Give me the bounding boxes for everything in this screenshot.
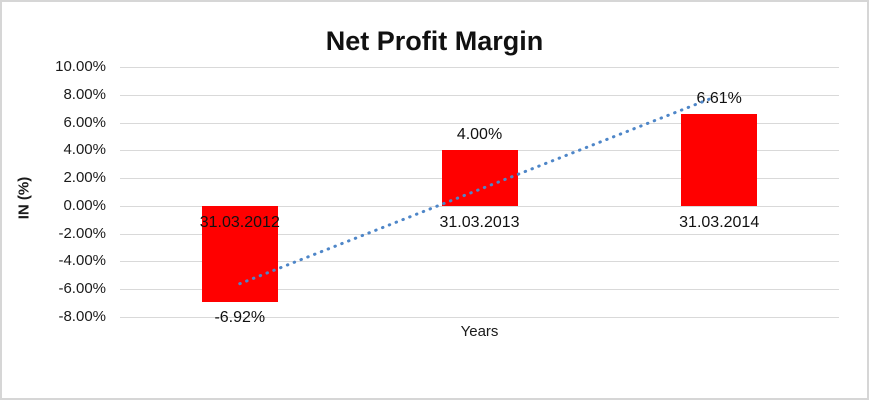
gridline (120, 94, 839, 96)
x-axis-title: Years (460, 323, 499, 340)
chart-title: Net Profit Margin (325, 26, 544, 56)
y-axis-tick-label: 2.00% (63, 169, 106, 187)
gridline (120, 205, 839, 207)
gridline (120, 233, 839, 235)
trendline-segment (238, 96, 715, 286)
gridline (120, 67, 839, 68)
y-axis-tick-label: 0.00% (63, 196, 106, 214)
y-axis-tick-label: 8.00% (63, 85, 106, 103)
bar-31.03.2014 (681, 114, 758, 206)
x-axis-category-label: 31.03.2013 (439, 213, 520, 231)
x-axis-category-label: 31.03.2012 (199, 213, 280, 231)
gridline (120, 317, 839, 318)
data-label: 6.61% (696, 90, 742, 108)
y-axis-tick-label: -8.00% (58, 308, 106, 325)
y-axis-tick-label: 10.00% (55, 58, 106, 75)
bar-31.03.2012 (201, 205, 278, 302)
data-label: -6.92% (214, 309, 266, 326)
y-axis-tick-label: -4.00% (58, 252, 106, 270)
gridline (120, 122, 839, 124)
plot-area: 31.03.2012 -6.92% 31.03.2013 4.00% 31.03.201… (120, 67, 839, 326)
data-label: 4.00% (456, 126, 503, 144)
y-axis-tick-label: -6.00% (58, 280, 106, 298)
y-axis-tick-label: 4.00% (63, 141, 106, 159)
x-axis-category-label: 31.03.2014 (679, 213, 760, 231)
gridline (120, 261, 839, 263)
trendline (238, 96, 715, 286)
y-axis-tick-label: -2.00% (58, 224, 106, 242)
y-axis-tick-label: 6.00% (63, 113, 106, 131)
gridline (120, 289, 839, 291)
